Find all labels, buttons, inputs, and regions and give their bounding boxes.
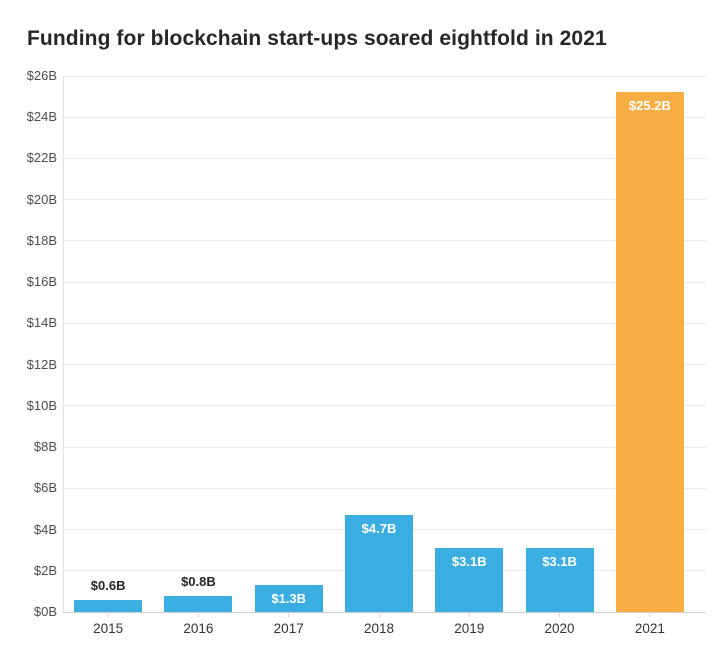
gridline	[63, 116, 706, 118]
x-axis-line	[63, 611, 706, 613]
y-axis-tick-label: $10B	[26, 397, 57, 413]
y-axis-tick-label: $26B	[26, 68, 57, 83]
x-axis-tick	[649, 612, 651, 617]
y-axis-tick-label: $18B	[26, 232, 57, 248]
x-axis-label-2019: 2019	[454, 621, 485, 636]
x-axis-label-2020: 2020	[544, 621, 575, 636]
x-axis-tick	[378, 612, 380, 617]
gridline	[63, 240, 706, 242]
y-axis-line	[63, 76, 64, 612]
x-axis-label-2016: 2016	[183, 621, 214, 636]
bar-2021[interactable]	[615, 92, 684, 612]
bar-value-label: $0.6B	[90, 577, 126, 593]
y-axis-tick-label: $6B	[33, 480, 57, 496]
bar-value-label: $4.7B	[361, 521, 397, 537]
x-axis-tick	[197, 612, 199, 617]
y-axis-tick-label: $12B	[26, 356, 57, 372]
bar-2016[interactable]	[164, 595, 233, 612]
chart-title: Funding for blockchain start-ups soared …	[27, 27, 607, 50]
y-axis-tick-label: $4B	[33, 521, 57, 537]
bar-2020[interactable]	[525, 548, 594, 612]
gridline	[63, 199, 706, 201]
bar-value-label: $1.3B	[271, 591, 307, 607]
bar-2015[interactable]	[74, 599, 143, 612]
x-axis-tick	[468, 612, 470, 617]
y-axis-tick-label: $22B	[26, 150, 57, 166]
y-axis-tick-label: $0B	[33, 604, 57, 619]
bar-value-label: $3.1B	[451, 554, 487, 570]
x-axis-label-2021: 2021	[634, 621, 665, 636]
gridline	[63, 157, 706, 159]
gridline	[63, 364, 706, 366]
x-axis-tick	[559, 612, 561, 617]
x-axis-label-2018: 2018	[363, 621, 395, 636]
y-axis-tick-label: $20B	[26, 191, 57, 207]
bar-value-label: $25.2B	[628, 98, 671, 114]
bar-2019[interactable]	[435, 548, 504, 612]
gridline	[63, 487, 706, 489]
gridline	[63, 75, 706, 77]
bar-2018[interactable]	[345, 515, 413, 612]
bar-value-label: $0.8B	[181, 573, 216, 589]
x-axis-tick	[288, 612, 290, 617]
y-axis-tick-label: $14B	[26, 315, 57, 331]
x-axis-tick	[107, 612, 109, 617]
gridline	[63, 446, 706, 448]
y-axis-tick-label: $2B	[33, 562, 57, 578]
gridline	[63, 405, 706, 407]
gridline	[63, 322, 706, 324]
bar-2017[interactable]	[254, 585, 323, 612]
bar-value-label: $3.1B	[542, 554, 577, 570]
y-axis-tick-label: $8B	[33, 439, 57, 455]
y-axis-tick-label: $16B	[26, 274, 57, 290]
x-axis-label-2015: 2015	[93, 621, 124, 636]
x-axis-label-2017: 2017	[273, 621, 304, 636]
gridline	[63, 281, 706, 283]
y-axis-tick-label: $24B	[26, 109, 57, 125]
